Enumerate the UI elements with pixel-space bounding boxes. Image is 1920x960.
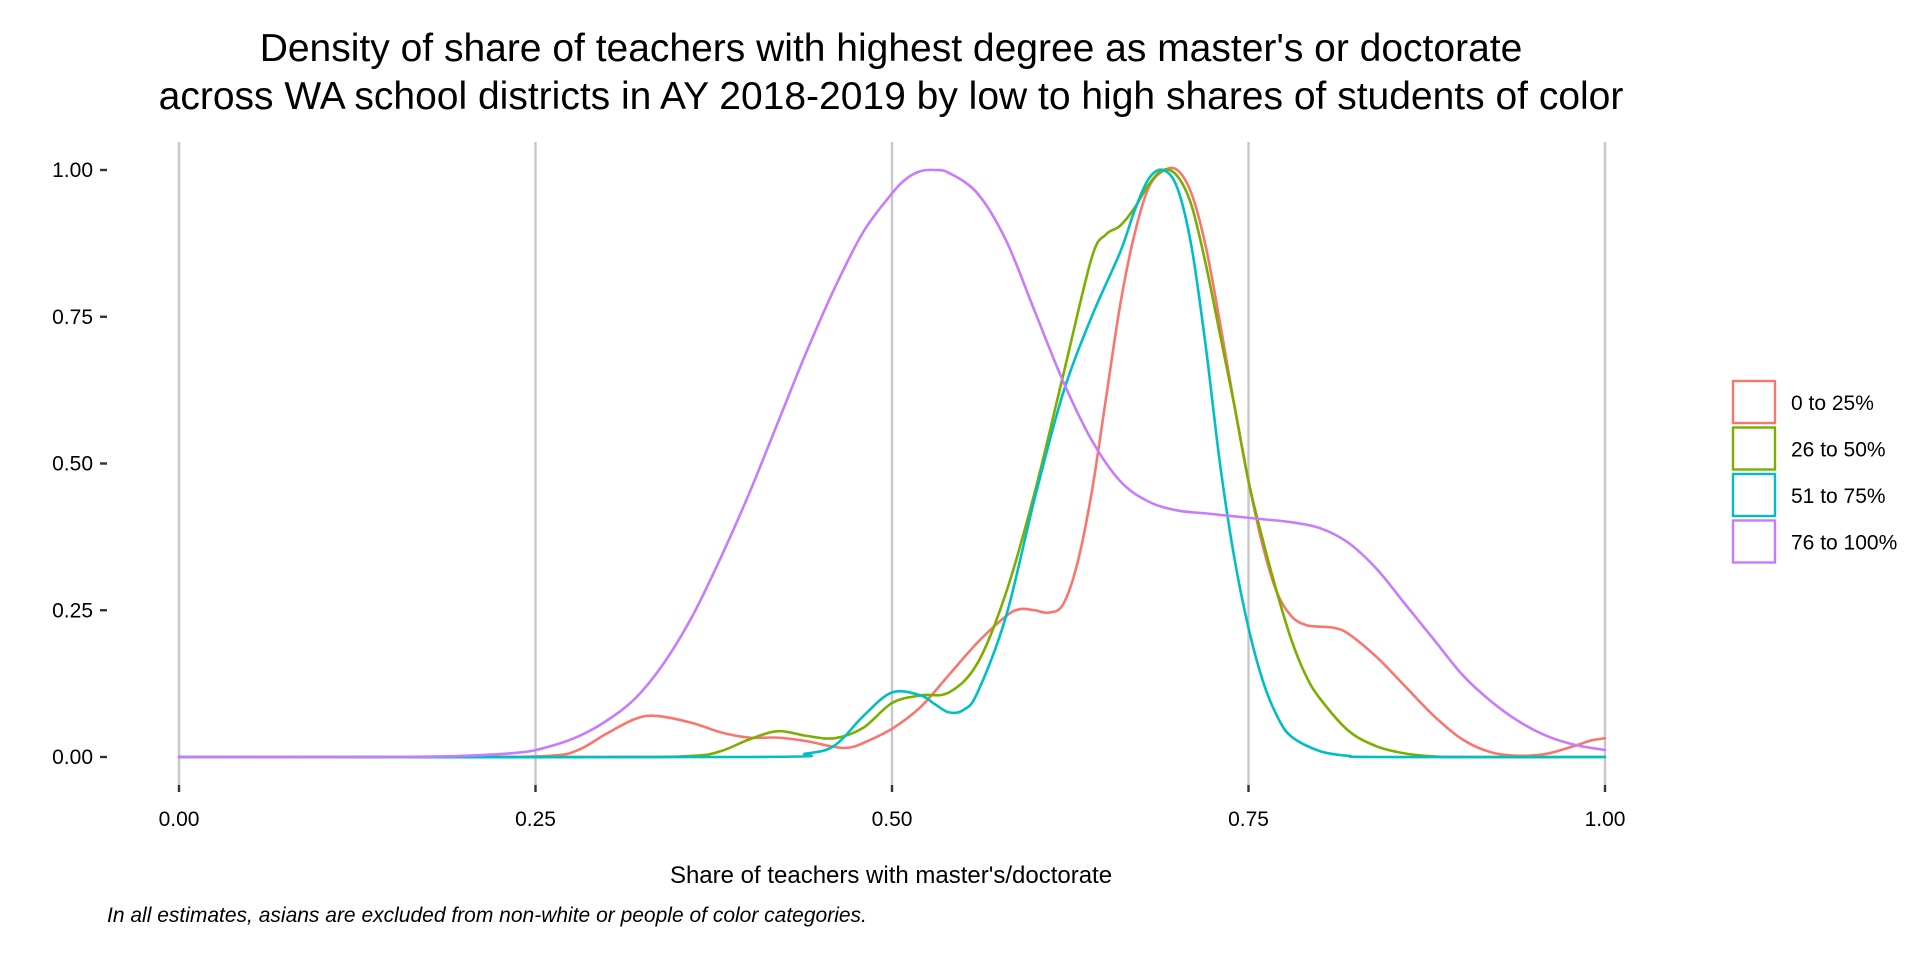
- chart-title-line-1: Density of share of teachers with highes…: [260, 27, 1523, 70]
- x-tick-label-1: 0.25: [515, 808, 556, 831]
- x-axis-title: Share of teachers with master's/doctorat…: [670, 862, 1112, 889]
- y-tick-label-0: 0.00: [52, 746, 93, 769]
- y-tick-label-4: 1.00: [52, 159, 93, 182]
- density-line-2: [177, 168, 1607, 759]
- legend: 0 to 25% 26 to 50% 51 to 75% 76 to 100%: [1731, 379, 1897, 564]
- density-series: [177, 166, 1607, 759]
- legend-key-3: [1731, 472, 1777, 518]
- legend-label-2: 26 to 50%: [1791, 439, 1886, 462]
- density-line-3: [177, 168, 1607, 759]
- chart-caption: In all estimates, asians are excluded fr…: [107, 904, 867, 927]
- legend-key-2: [1731, 426, 1777, 471]
- legend-key-1: [1731, 379, 1777, 425]
- x-axis: 0.00 0.25 0.50 0.75 1.00: [159, 785, 1626, 831]
- y-axis: 0.00 0.25 0.50 0.75 1.00: [52, 159, 107, 769]
- y-tick-label-1: 0.25: [52, 599, 93, 622]
- y-tick-label-3: 0.75: [52, 306, 93, 329]
- density-line-4: [177, 168, 1607, 759]
- x-tick-label-0: 0.00: [159, 808, 200, 831]
- legend-label-1: 0 to 25%: [1791, 392, 1874, 415]
- x-tick-label-2: 0.50: [872, 808, 913, 831]
- chart-title: Density of share of teachers with highes…: [159, 27, 1624, 118]
- x-tick-label-3: 0.75: [1228, 808, 1269, 831]
- density-line-1: [177, 166, 1607, 759]
- gridlines: [177, 142, 1607, 785]
- chart-title-line-2: across WA school districts in AY 2018-20…: [159, 75, 1624, 118]
- x-tick-label-4: 1.00: [1585, 808, 1626, 831]
- legend-label-3: 51 to 75%: [1791, 485, 1886, 508]
- y-tick-label-2: 0.50: [52, 453, 93, 476]
- legend-key-4: [1731, 519, 1777, 564]
- legend-label-4: 76 to 100%: [1791, 532, 1897, 555]
